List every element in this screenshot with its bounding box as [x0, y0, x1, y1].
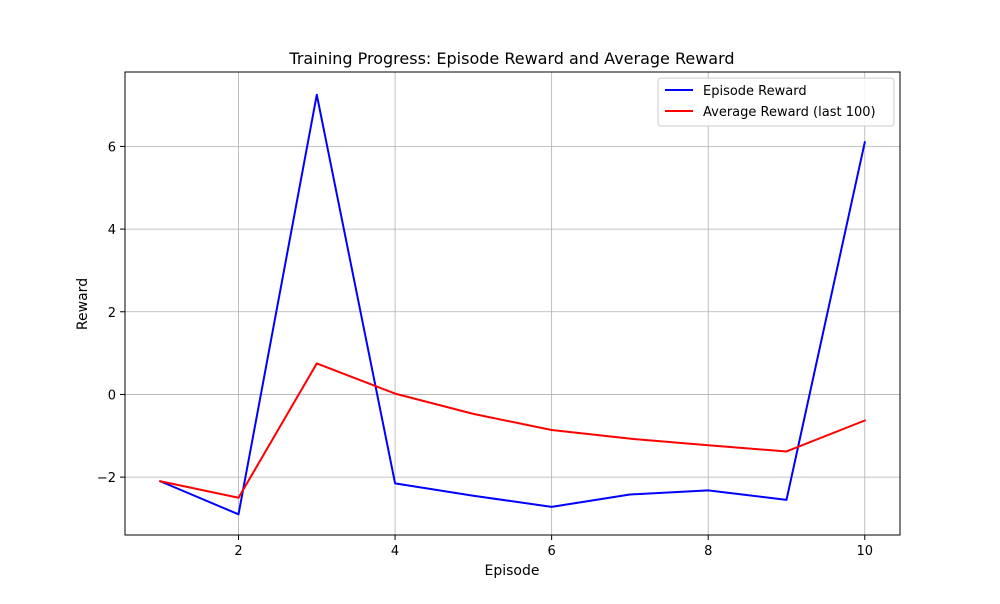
x-tick-label: 8 — [704, 544, 712, 559]
x-tick-label: 2 — [234, 544, 242, 559]
x-axis-ticks: 2 4 6 8 10 — [234, 535, 873, 559]
y-tick-label: −2 — [97, 471, 116, 486]
chart-title: Training Progress: Episode Reward and Av… — [288, 49, 734, 68]
y-axis-ticks: −2 0 2 4 6 — [97, 140, 125, 486]
y-axis-label: Reward — [75, 278, 91, 330]
y-tick-label: 4 — [108, 223, 116, 238]
x-tick-label: 6 — [548, 544, 556, 559]
x-axis-label: Episode — [485, 563, 540, 579]
legend-box — [657, 77, 895, 127]
series-lines — [158, 93, 867, 516]
series-line-average-reward-last-100 — [159, 362, 867, 499]
legend: Episode Reward Average Reward (last 100) — [657, 77, 895, 127]
series-line-episode-reward — [158, 93, 866, 516]
legend-label-episode-reward: Episode Reward — [703, 84, 807, 99]
y-tick-label: 2 — [108, 306, 116, 321]
x-tick-label: 10 — [856, 544, 873, 559]
y-tick-label: 0 — [108, 388, 116, 403]
y-tick-label: 6 — [108, 140, 116, 155]
grid-lines — [125, 72, 900, 535]
plot-frame — [124, 71, 901, 536]
legend-label-average-reward: Average Reward (last 100) — [703, 105, 876, 120]
x-tick-label: 4 — [391, 544, 399, 559]
